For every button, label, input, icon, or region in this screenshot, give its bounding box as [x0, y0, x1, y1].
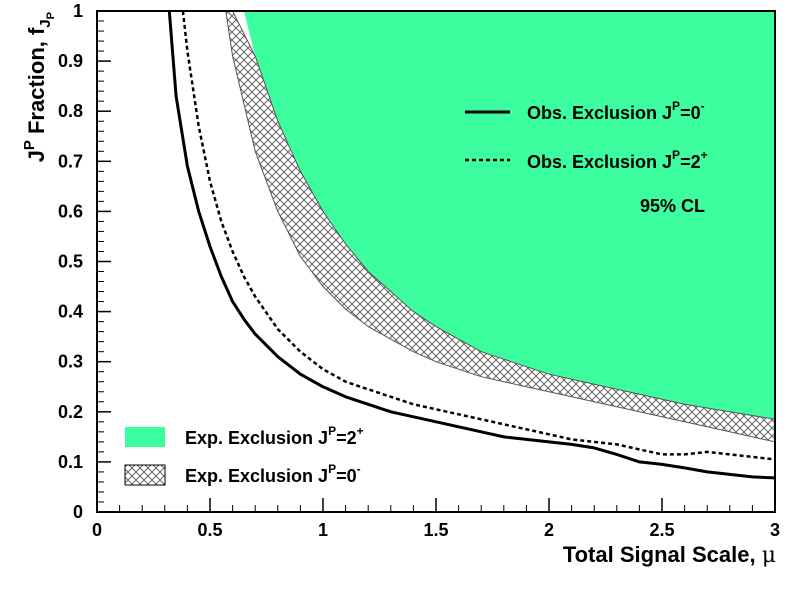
exp-exclusion-2plus-region — [243, 11, 775, 420]
legend-exp2-swatch — [125, 427, 165, 447]
x-tick-label: 3 — [770, 520, 780, 540]
x-axis-title: Total Signal Scale, μ — [563, 542, 776, 568]
obs-exclusion-2plus-curve — [181, 11, 775, 461]
confidence-level-label: 95% CL — [640, 196, 705, 216]
y-tick-label: 0.1 — [58, 452, 83, 472]
y-tick-label: 0.2 — [58, 402, 83, 422]
y-tick-label: 0.4 — [58, 302, 83, 322]
axis-tick-labels: 0 0.5 1 1.5 2 2.5 3 0 0.1 0.2 0.3 0.4 0.5 0.6 0.7 0.8 0.… — [58, 1, 780, 540]
x-tick-label: 0.5 — [197, 520, 222, 540]
legend-obs2-label: Obs. Exclusion JP=2+ — [527, 148, 708, 172]
x-tick-label: 0 — [92, 520, 102, 540]
legend-exp2-label: Exp. Exclusion JP=2+ — [185, 424, 364, 448]
y-tick-label: 0.9 — [58, 51, 83, 71]
plot-area — [167, 11, 775, 480]
y-tick-label: 0.6 — [58, 201, 83, 221]
y-tick-label: 0 — [73, 502, 83, 522]
legend-top: Obs. Exclusion JP=0- Obs. Exclusion JP=2… — [465, 99, 708, 216]
legend-exp0-label: Exp. Exclusion JP=0- — [185, 462, 361, 486]
axis-ticks — [96, 10, 776, 513]
y-tick-label: 1 — [73, 1, 83, 21]
legend-obs0-label: Obs. Exclusion JP=0- — [527, 99, 705, 123]
obs-exclusion-0minus-curve — [167, 11, 775, 480]
legend-exp0-swatch — [124, 464, 166, 486]
y-tick-label: 0.8 — [58, 101, 83, 121]
x-tick-label: 1 — [318, 520, 328, 540]
x-tick-label: 1.5 — [423, 520, 448, 540]
y-axis-title: JP Fraction, fJP — [21, 12, 57, 162]
x-tick-label: 2 — [544, 520, 554, 540]
y-tick-label: 0.3 — [58, 352, 83, 372]
y-tick-label: 0.7 — [58, 151, 83, 171]
legend-bottom: Exp. Exclusion JP=2+ Exp. Exclusion JP=0… — [124, 424, 364, 486]
x-tick-label: 2.5 — [649, 520, 674, 540]
exp-exclusion-0minus-band — [225, 11, 775, 443]
y-tick-label: 0.5 — [58, 252, 83, 272]
